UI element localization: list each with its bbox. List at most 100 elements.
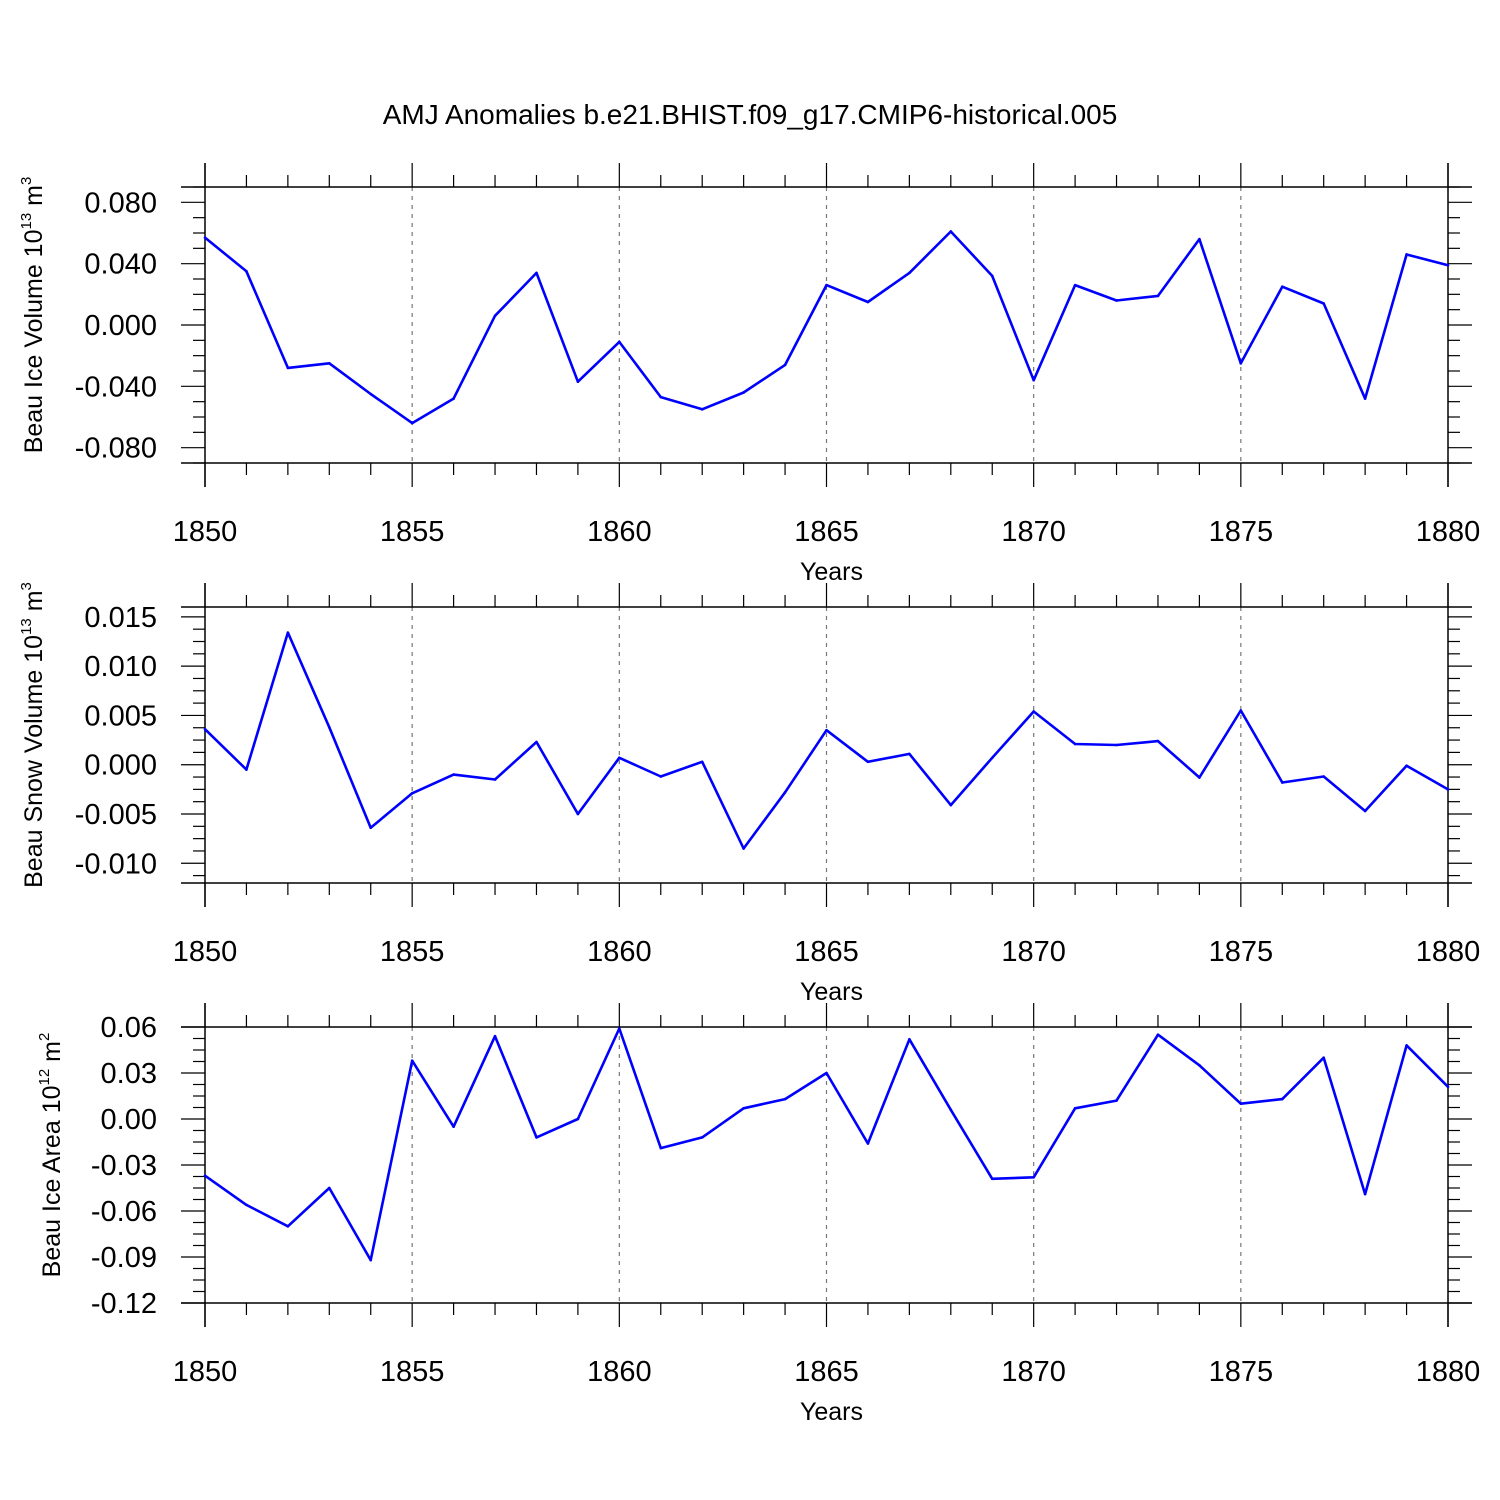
data-point <box>452 1125 455 1128</box>
data-point <box>783 363 787 367</box>
data-point <box>1073 742 1077 746</box>
y-tick-label: 0.015 <box>84 602 157 634</box>
x-tick-label: 1875 <box>1209 936 1274 968</box>
data-point <box>618 340 621 344</box>
data-point <box>659 1146 663 1150</box>
data-point <box>908 752 911 756</box>
data-point <box>825 728 828 732</box>
data-point <box>1198 776 1201 779</box>
data-point <box>908 271 911 275</box>
x-tick-label: 1860 <box>587 936 652 968</box>
data-point <box>1073 1106 1077 1110</box>
data-point <box>1446 263 1450 267</box>
data-point <box>1156 1033 1160 1036</box>
data-point <box>866 1142 870 1145</box>
data-point <box>369 826 373 830</box>
data-point <box>576 1117 580 1121</box>
data-point <box>203 1174 207 1178</box>
data-point <box>700 1136 704 1139</box>
data-point <box>535 740 538 744</box>
data-point <box>1322 775 1325 778</box>
x-tick-label: 1855 <box>380 936 445 968</box>
x-tick-label: 1865 <box>794 1356 859 1388</box>
x-tick-label: 1850 <box>173 516 238 548</box>
data-point <box>1156 294 1160 298</box>
data-point <box>245 1203 248 1207</box>
data-point <box>659 775 663 778</box>
x-tick-label: 1870 <box>1001 516 1066 548</box>
data-point <box>1198 237 1201 241</box>
y-axis-label: Beau Ice Area 1012 m2 <box>36 1033 66 1278</box>
data-point <box>1115 299 1118 302</box>
panel-1: 1850 1855 1860 1865 1870 1875 1880 -0.080 -0.040… <box>18 163 1480 586</box>
data-point <box>410 421 414 425</box>
y-tick-label: 0.06 <box>101 1012 157 1044</box>
data-point <box>410 792 414 795</box>
data-point <box>1198 1064 1201 1067</box>
panel-2: 1850 1855 1860 1865 1870 1875 1880 -0.010 -0.005… <box>18 582 1480 1006</box>
data-point <box>990 1177 994 1181</box>
data-point <box>659 395 663 399</box>
y-tick-label: -0.010 <box>75 848 157 880</box>
data-point <box>742 391 745 394</box>
x-tick-label: 1860 <box>587 516 652 548</box>
data-point <box>1405 764 1408 767</box>
x-tick-label: 1870 <box>1001 1356 1066 1388</box>
x-tick-label: 1855 <box>380 516 445 548</box>
y-tick-label: 0.000 <box>84 310 157 342</box>
data-point <box>493 1034 497 1038</box>
data-point <box>576 380 580 384</box>
data-point <box>1156 739 1160 743</box>
y-axis-label-part: m <box>20 185 48 213</box>
data-point <box>328 725 331 729</box>
data-point <box>410 1059 414 1063</box>
data-point <box>535 271 538 275</box>
data-point <box>203 236 207 239</box>
data-point <box>949 803 953 807</box>
panel-3: 1850 1855 1860 1865 1870 1875 1880 -0.12 -0.09 -0… <box>36 1003 1480 1426</box>
y-tick-label: 0.010 <box>84 651 157 683</box>
y-tick-label: -0.080 <box>75 433 157 465</box>
data-point <box>286 631 290 634</box>
data-point <box>825 1071 828 1075</box>
y-axis-label-part: m <box>38 1041 66 1069</box>
y-axis-label-part: Beau Ice Area 10 <box>38 1086 66 1278</box>
x-tick-label: 1875 <box>1209 1356 1274 1388</box>
x-tick-label: 1850 <box>173 1356 238 1388</box>
data-point <box>618 1027 621 1030</box>
data-point <box>452 773 455 776</box>
x-tick-label: 1865 <box>794 936 859 968</box>
y-axis-label-superscript: 13 <box>18 618 35 635</box>
x-tick-label: 1855 <box>380 1356 445 1388</box>
y-tick-label: 0.040 <box>84 249 157 281</box>
data-point <box>700 408 704 411</box>
data-point <box>245 270 248 273</box>
data-point <box>949 230 953 233</box>
x-tick-label: 1870 <box>1001 936 1066 968</box>
data-point <box>328 1186 331 1190</box>
data-point <box>990 756 994 760</box>
y-tick-label: 0.080 <box>84 187 157 219</box>
data-point <box>1322 302 1325 305</box>
data-point <box>1405 1044 1408 1047</box>
y-axis-label-part: Beau Snow Volume 10 <box>20 635 48 888</box>
data-point <box>990 274 994 278</box>
data-point <box>1239 1102 1243 1105</box>
y-axis-label: Beau Snow Volume 1013 m3 <box>18 582 48 888</box>
data-point <box>866 300 870 304</box>
x-tick-label: 1865 <box>794 516 859 548</box>
data-point <box>1115 743 1118 747</box>
data-point <box>493 314 497 318</box>
y-tick-label: -0.03 <box>91 1150 157 1182</box>
y-axis-label-superscript: 3 <box>18 582 35 590</box>
y-axis-label-part: Beau Ice Volume 10 <box>20 230 48 454</box>
y-axis-label-superscript: 2 <box>36 1033 53 1041</box>
data-point <box>1405 253 1408 256</box>
y-tick-label: -0.005 <box>75 799 157 831</box>
x-tick-label: 1875 <box>1209 516 1274 548</box>
x-tick-label: 1860 <box>587 1356 652 1388</box>
y-axis-label-superscript: 3 <box>18 177 35 185</box>
data-point <box>1073 283 1077 287</box>
data-point <box>245 768 248 771</box>
